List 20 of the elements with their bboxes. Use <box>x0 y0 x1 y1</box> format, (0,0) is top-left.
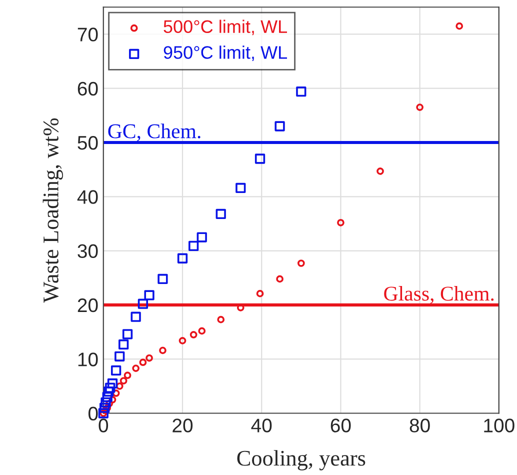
y-tick-label: 20 <box>78 298 98 312</box>
y-tick-label: 30 <box>78 244 98 258</box>
y-tick-label: 40 <box>77 190 98 204</box>
x-tick-label: 60 <box>330 418 351 432</box>
x-tick-label: 20 <box>172 418 193 432</box>
x-tick-label: 100 <box>484 418 514 432</box>
y-tick-label: 10 <box>78 352 98 366</box>
y-tick-label: 0 <box>88 406 98 420</box>
legend-label: 500°C limit, WL <box>164 20 287 36</box>
x-axis-title: Cooling, years <box>237 450 366 470</box>
ref-line-label: GC, Chem. <box>108 124 200 142</box>
legend-label: 950°C limit, WL <box>164 46 287 62</box>
y-axis-title: Waste Loading, wt% <box>42 118 64 303</box>
x-tick-label: 80 <box>410 418 430 432</box>
x-tick-label: 0 <box>98 418 108 432</box>
y-tick-label: 70 <box>78 28 98 42</box>
x-tick-label: 40 <box>251 418 272 432</box>
y-tick-label: 50 <box>78 136 98 150</box>
ref-line-label: Glass, Chem. <box>384 286 494 304</box>
y-tick-label: 60 <box>78 82 98 96</box>
